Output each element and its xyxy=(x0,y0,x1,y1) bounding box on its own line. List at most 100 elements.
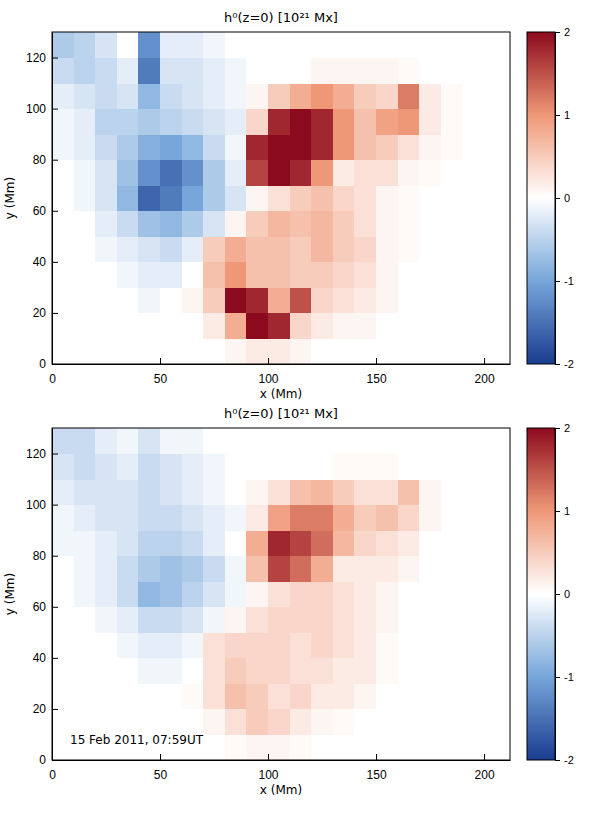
cell xyxy=(268,607,290,633)
cell xyxy=(376,479,398,505)
x-tick: 200 xyxy=(475,358,495,386)
cell xyxy=(290,32,312,58)
cell xyxy=(160,607,182,633)
cell xyxy=(52,556,74,582)
cell xyxy=(419,109,441,135)
y-tick-mark xyxy=(52,313,58,314)
cell xyxy=(268,211,290,237)
cell xyxy=(268,134,290,160)
panel: 050100150200020406080100120 xyxy=(26,32,511,386)
cell xyxy=(441,134,463,160)
cell xyxy=(441,683,463,709)
cell xyxy=(246,556,268,582)
cell xyxy=(74,683,96,709)
cell xyxy=(419,683,441,709)
cell xyxy=(290,454,312,480)
cell xyxy=(462,607,484,633)
cell xyxy=(52,185,74,211)
x-tick-mark xyxy=(160,358,161,364)
cell xyxy=(182,32,204,58)
cell xyxy=(74,632,96,658)
cell xyxy=(398,658,420,684)
cell xyxy=(95,236,117,262)
cell xyxy=(74,109,96,135)
cell xyxy=(203,109,225,135)
colorbar-tick-label: 2 xyxy=(564,26,570,38)
cell xyxy=(419,734,441,760)
x-tick: 50 xyxy=(154,754,168,782)
cell xyxy=(246,262,268,288)
colorbar: -2-1012 xyxy=(527,26,574,370)
cell xyxy=(333,32,355,58)
cell xyxy=(117,109,139,135)
y-tick: 80 xyxy=(33,549,58,563)
cell xyxy=(462,338,484,364)
cell xyxy=(138,32,160,58)
cell xyxy=(225,709,247,735)
cell xyxy=(246,428,268,454)
cell xyxy=(138,428,160,454)
cell xyxy=(203,530,225,556)
cell xyxy=(95,32,117,58)
cell xyxy=(354,607,376,633)
cell xyxy=(203,658,225,684)
cell xyxy=(203,32,225,58)
cell xyxy=(441,530,463,556)
cell xyxy=(419,313,441,339)
cell xyxy=(203,454,225,480)
cell xyxy=(354,530,376,556)
cell xyxy=(52,287,74,313)
y-tick-label: 100 xyxy=(26,498,46,512)
frame xyxy=(52,32,510,364)
cell xyxy=(160,134,182,160)
colorbar-tick-mark xyxy=(555,281,560,282)
cell xyxy=(419,581,441,607)
cell xyxy=(354,32,376,58)
cell xyxy=(462,83,484,109)
cell xyxy=(484,607,506,633)
cell xyxy=(182,505,204,531)
cell xyxy=(268,683,290,709)
cell xyxy=(160,454,182,480)
cell xyxy=(333,83,355,109)
cell xyxy=(462,287,484,313)
y-tick: 40 xyxy=(33,651,58,665)
cell xyxy=(203,83,225,109)
cell xyxy=(462,211,484,237)
cell xyxy=(117,479,139,505)
cell xyxy=(419,134,441,160)
cell xyxy=(376,658,398,684)
colorbar-axis: -2-1012 xyxy=(555,422,574,766)
cell xyxy=(419,530,441,556)
cell xyxy=(376,134,398,160)
cell xyxy=(290,262,312,288)
cell xyxy=(203,160,225,186)
cell xyxy=(268,658,290,684)
cell xyxy=(268,632,290,658)
y-axis-title: y (Mm) xyxy=(3,573,17,615)
cell xyxy=(95,428,117,454)
cell xyxy=(117,32,139,58)
cell xyxy=(441,338,463,364)
x-axis-line xyxy=(53,760,511,761)
cell xyxy=(160,658,182,684)
cell xyxy=(95,313,117,339)
cell xyxy=(419,58,441,84)
cell xyxy=(74,505,96,531)
cell xyxy=(462,632,484,658)
cell xyxy=(182,479,204,505)
cell xyxy=(311,428,333,454)
cell xyxy=(225,479,247,505)
cell xyxy=(160,683,182,709)
cell xyxy=(398,454,420,480)
cell xyxy=(376,454,398,480)
cell xyxy=(333,160,355,186)
cell xyxy=(225,185,247,211)
cell xyxy=(462,709,484,735)
colorbar-tick: 1 xyxy=(555,109,570,121)
cell xyxy=(398,58,420,84)
cell xyxy=(74,530,96,556)
cell xyxy=(333,236,355,262)
cell xyxy=(160,109,182,135)
cell xyxy=(333,683,355,709)
